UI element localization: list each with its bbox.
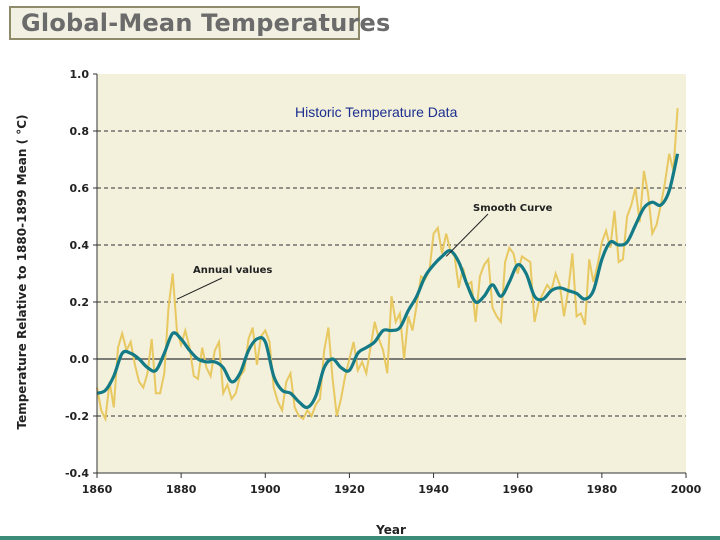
x-tick-label: 1860 xyxy=(82,483,113,496)
x-axis-title: Year xyxy=(375,523,406,537)
y-tick-label: 0.8 xyxy=(70,125,90,138)
annotation-label: Annual values xyxy=(193,265,272,276)
annotation-leader-line xyxy=(445,213,489,257)
bottom-accent-rule xyxy=(0,536,720,540)
annotation-label: Smooth Curve xyxy=(473,203,553,214)
y-axis-title: Temperature Relative to 1880-1899 Mean (… xyxy=(15,114,29,429)
x-tick-label: 1920 xyxy=(334,483,365,496)
y-tick-label: -0.4 xyxy=(65,467,89,480)
x-tick-label: 1960 xyxy=(502,483,533,496)
x-axis-ticks: 1860 1880 1900 1920 1940 1960 1980 2000 xyxy=(82,473,702,496)
x-tick-label: 1900 xyxy=(250,483,281,496)
overlay-title: Historic Temperature Data xyxy=(295,104,458,120)
y-axis-ticks: -0.4 -0.2 0.0 0.2 0.4 0.6 0.8 1.0 xyxy=(65,68,97,480)
annotation-leader-line xyxy=(176,277,223,300)
y-tick-label: 0.0 xyxy=(70,353,90,366)
banner-title: Global-Mean Temperatures xyxy=(21,9,391,37)
annotations: Annual values Smooth Curve xyxy=(176,203,553,300)
y-tick-label: 0.6 xyxy=(70,182,90,195)
annual-values-line xyxy=(96,108,679,423)
y-tick-label: -0.2 xyxy=(65,410,89,423)
x-tick-label: 1980 xyxy=(587,483,618,496)
banner-title-box: Global-Mean Temperatures xyxy=(9,6,390,40)
smooth-curve-line xyxy=(96,153,680,410)
y-tick-label: 0.4 xyxy=(70,239,90,252)
y-tick-label: 0.2 xyxy=(70,296,90,309)
x-tick-label: 1940 xyxy=(418,483,449,496)
x-tick-label: 2000 xyxy=(671,483,702,496)
x-tick-label: 1880 xyxy=(166,483,197,496)
y-tick-label: 1.0 xyxy=(70,68,90,81)
